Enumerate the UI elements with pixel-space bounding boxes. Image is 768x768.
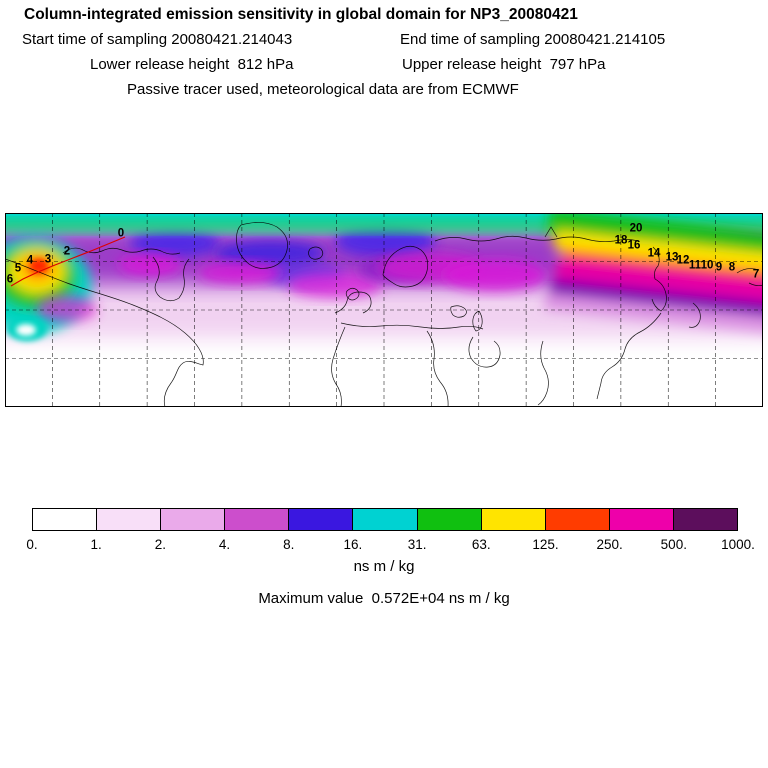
colorbar-tick-label: 125.: [532, 537, 559, 552]
colorbar-segment: [96, 509, 161, 530]
map-panel: 0 2 3 4 5 6 20 18 16 14 13 12 11 10 9 8 7: [5, 213, 763, 407]
colorbar-tick-label: 4.: [218, 537, 231, 552]
colorbar-tick-label: 1.: [90, 537, 102, 552]
sampling-end-text: End time of sampling 20080421.214105: [400, 31, 666, 48]
colorbar-segment: [544, 509, 609, 530]
colorbar-segment: [352, 509, 417, 530]
colorbar-segment: [672, 509, 738, 530]
map-border: [5, 213, 763, 407]
colorbar-segment: [480, 509, 545, 530]
colorbar-tick-label: 0.: [26, 537, 38, 552]
colorbar-units-label: ns m / kg: [353, 558, 415, 575]
world-map: [5, 213, 763, 407]
tracer-info-text: Passive tracer used, meteorological data…: [127, 81, 519, 98]
colorbar-segment: [224, 509, 289, 530]
colorbar-tick-label: 63.: [471, 537, 491, 552]
colorbar-segment: [416, 509, 481, 530]
colorbar-tick-label: 1000.: [721, 537, 755, 552]
colorbar-tick-label: 8.: [283, 537, 295, 552]
colorbar: [32, 508, 738, 531]
colorbar-segments: [33, 509, 738, 530]
sampling-start-text: Start time of sampling 20080421.214043: [22, 31, 293, 48]
colorbar-segment: [33, 509, 97, 530]
trajectory-line: [10, 236, 126, 287]
colorbar-tick-label: 250.: [596, 537, 623, 552]
colorbar-segment: [608, 509, 673, 530]
lower-release-text: Lower release height 812 hPa: [90, 56, 294, 73]
colorbar-segment: [288, 509, 353, 530]
upper-release-text: Upper release height 797 hPa: [402, 56, 606, 73]
coastlines-path: [5, 222, 763, 407]
colorbar-tick-label: 2.: [154, 537, 166, 552]
colorbar-ticks: 0. 1. 2. 4. 8. 16. 31. 63. 125. 250. 500. 1000.: [26, 537, 755, 553]
colorbar-tick-label: 31.: [407, 537, 427, 552]
grid-lines: [5, 213, 763, 407]
figure-title: Column-integrated emission sensitivity i…: [24, 6, 578, 23]
colorbar-tick-label: 500.: [660, 537, 687, 552]
colorbar-segment: [160, 509, 225, 530]
sensitivity-field: [5, 213, 763, 341]
colorbar-tick-label: 16.: [343, 537, 363, 552]
maximum-value-text: Maximum value 0.572E+04 ns m / kg: [258, 590, 510, 607]
